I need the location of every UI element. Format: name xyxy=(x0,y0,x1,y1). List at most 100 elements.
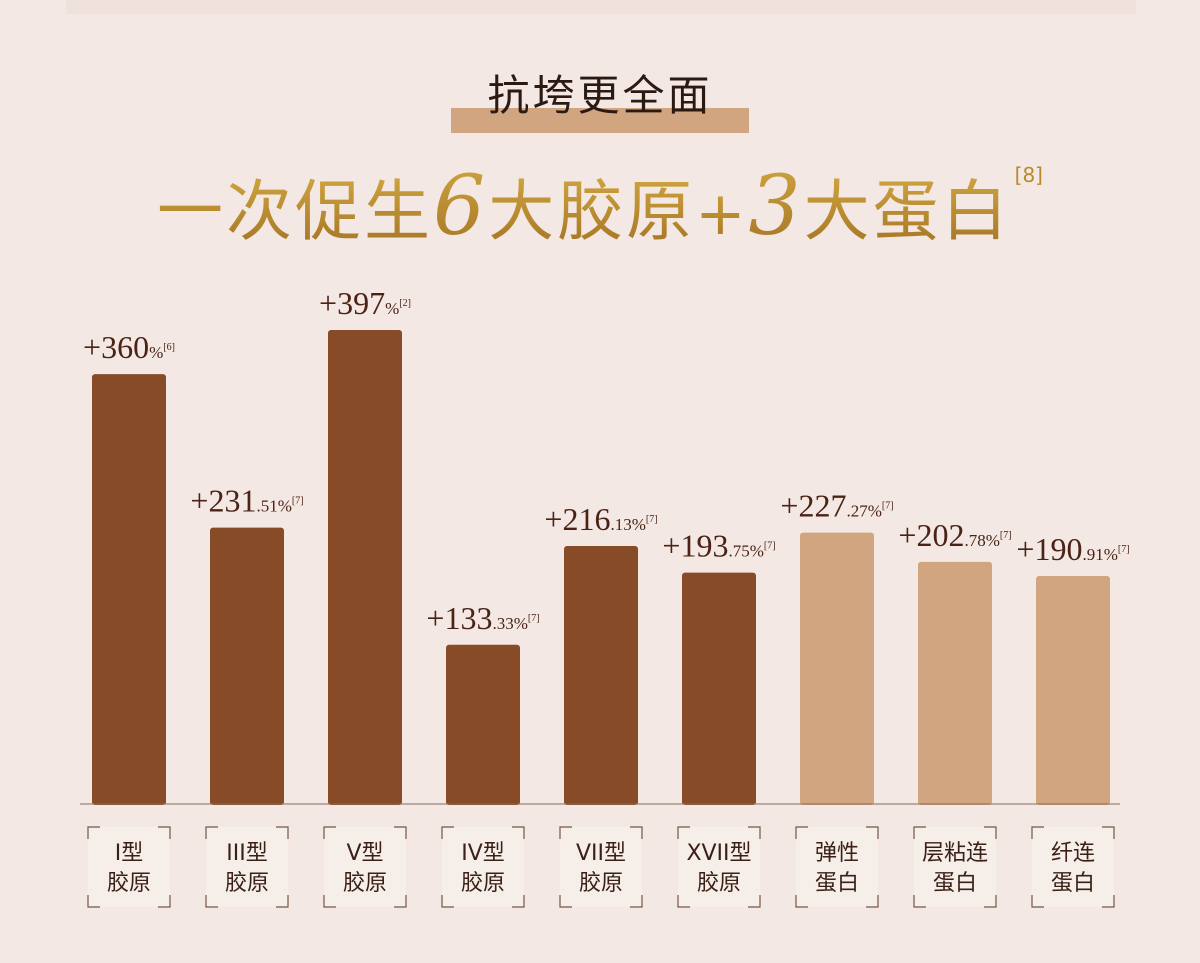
bar-6 xyxy=(800,532,874,805)
title-text-2: 大胶原 xyxy=(488,173,696,250)
category-box-2 xyxy=(324,827,406,907)
title-plus: + xyxy=(695,179,749,249)
title-number-2: 3 xyxy=(748,159,804,254)
data-label-5: +193.75%[7] xyxy=(662,528,775,564)
category-bracket-0-3 xyxy=(158,895,171,908)
category-bracket-6-0 xyxy=(795,826,808,839)
category-bracket-5-0 xyxy=(677,826,690,839)
data-label-dec: .51% xyxy=(256,497,291,516)
category-bracket-2-2 xyxy=(323,895,336,908)
data-label-4: +216.13%[7] xyxy=(544,501,657,537)
category-bracket-7-1 xyxy=(984,826,997,839)
data-label-ref: [7] xyxy=(882,501,894,512)
page-title: 一次促生6大胶原+3大蛋白 [8] xyxy=(0,158,1200,254)
category-bracket-6-2 xyxy=(795,895,808,908)
category-label-2-line1: V型 xyxy=(346,841,383,866)
category-bracket-1-3 xyxy=(276,895,289,908)
category-label-5-line1: XVII型 xyxy=(686,841,751,866)
bar-3 xyxy=(446,644,520,805)
category-label-0-line1: I型 xyxy=(115,841,144,866)
category-bracket-2-0 xyxy=(323,826,336,839)
category-bracket-7-2 xyxy=(913,895,926,908)
category-bracket-8-3 xyxy=(1102,895,1115,908)
data-label-int: +231 xyxy=(190,483,256,519)
top-band xyxy=(66,0,1136,14)
category-label-4-line2: 胶原 xyxy=(579,871,623,896)
data-label-2: +397%[2] xyxy=(319,285,411,321)
category-bracket-4-2 xyxy=(559,895,572,908)
category-bracket-0-1 xyxy=(158,826,171,839)
data-label-ref: [7] xyxy=(764,541,776,552)
category-box-3 xyxy=(442,827,524,907)
data-label-int: +133 xyxy=(426,600,492,636)
category-bracket-5-3 xyxy=(748,895,761,908)
category-box-5 xyxy=(678,827,760,907)
data-label-dec: % xyxy=(149,343,163,362)
bar-0 xyxy=(92,374,166,805)
category-bracket-4-1 xyxy=(630,826,643,839)
category-box-0 xyxy=(88,827,170,907)
subtitle-underline xyxy=(451,108,749,133)
category-bracket-4-3 xyxy=(630,895,643,908)
data-label-dec: % xyxy=(385,299,399,318)
category-label-1-line1: III型 xyxy=(226,841,267,866)
data-label-0: +360%[6] xyxy=(83,329,175,365)
category-box-6 xyxy=(796,827,878,907)
data-label-dec: .75% xyxy=(728,542,763,561)
data-label-8: +190.91%[7] xyxy=(1016,531,1129,567)
data-label-3: +133.33%[7] xyxy=(426,600,539,636)
category-bracket-0-2 xyxy=(87,895,100,908)
data-label-ref: [7] xyxy=(646,514,658,525)
category-bracket-7-3 xyxy=(984,895,997,908)
category-bracket-8-0 xyxy=(1031,826,1044,839)
category-bracket-1-1 xyxy=(276,826,289,839)
category-bracket-1-2 xyxy=(205,895,218,908)
data-label-1: +231.51%[7] xyxy=(190,483,303,519)
data-label-ref: [7] xyxy=(528,613,540,624)
subtitle-wrap: 抗垮更全面 xyxy=(451,60,749,134)
category-label-5-line2: 胶原 xyxy=(697,871,741,896)
category-label-8-line1: 纤连 xyxy=(1051,841,1095,866)
data-label-dec: .91% xyxy=(1082,545,1117,564)
data-label-dec: .78% xyxy=(964,531,999,550)
category-bracket-1-0 xyxy=(205,826,218,839)
category-bracket-3-3 xyxy=(512,895,525,908)
data-label-int: +190 xyxy=(1016,531,1082,567)
category-bracket-4-0 xyxy=(559,826,572,839)
header: 抗垮更全面 xyxy=(0,60,1200,134)
category-bracket-2-3 xyxy=(394,895,407,908)
bar-8 xyxy=(1036,576,1110,805)
category-label-2-line2: 胶原 xyxy=(343,871,387,896)
category-box-8 xyxy=(1032,827,1114,907)
data-label-int: +202 xyxy=(898,517,964,553)
title-text-3: 大蛋白 xyxy=(803,173,1011,250)
data-label-ref: [7] xyxy=(1000,530,1012,541)
data-label-ref: [2] xyxy=(399,298,411,309)
data-label-dec: .13% xyxy=(610,515,645,534)
data-label-int: +216 xyxy=(544,501,610,537)
category-bracket-2-1 xyxy=(394,826,407,839)
category-box-1 xyxy=(206,827,288,907)
bar-5 xyxy=(682,572,756,805)
data-label-int: +193 xyxy=(662,528,728,564)
category-bracket-5-2 xyxy=(677,895,690,908)
data-label-ref: [6] xyxy=(163,342,175,353)
data-label-int: +227 xyxy=(780,488,846,524)
category-bracket-3-1 xyxy=(512,826,525,839)
title-text-1: 一次促生 xyxy=(157,173,434,250)
data-label-int: +360 xyxy=(83,329,149,365)
data-label-ref: [7] xyxy=(1118,544,1130,555)
category-label-0-line2: 胶原 xyxy=(107,871,151,896)
bar-1 xyxy=(210,527,284,805)
bar-4 xyxy=(564,545,638,805)
data-label-dec: .27% xyxy=(846,502,881,521)
category-label-1-line2: 胶原 xyxy=(225,871,269,896)
bar-7 xyxy=(918,561,992,805)
title-reference: [8] xyxy=(1014,163,1043,187)
title-number-1: 6 xyxy=(433,159,489,254)
category-box-4 xyxy=(560,827,642,907)
category-label-6-line2: 蛋白 xyxy=(815,871,859,896)
data-label-7: +202.78%[7] xyxy=(898,517,1011,553)
category-bracket-5-1 xyxy=(748,826,761,839)
